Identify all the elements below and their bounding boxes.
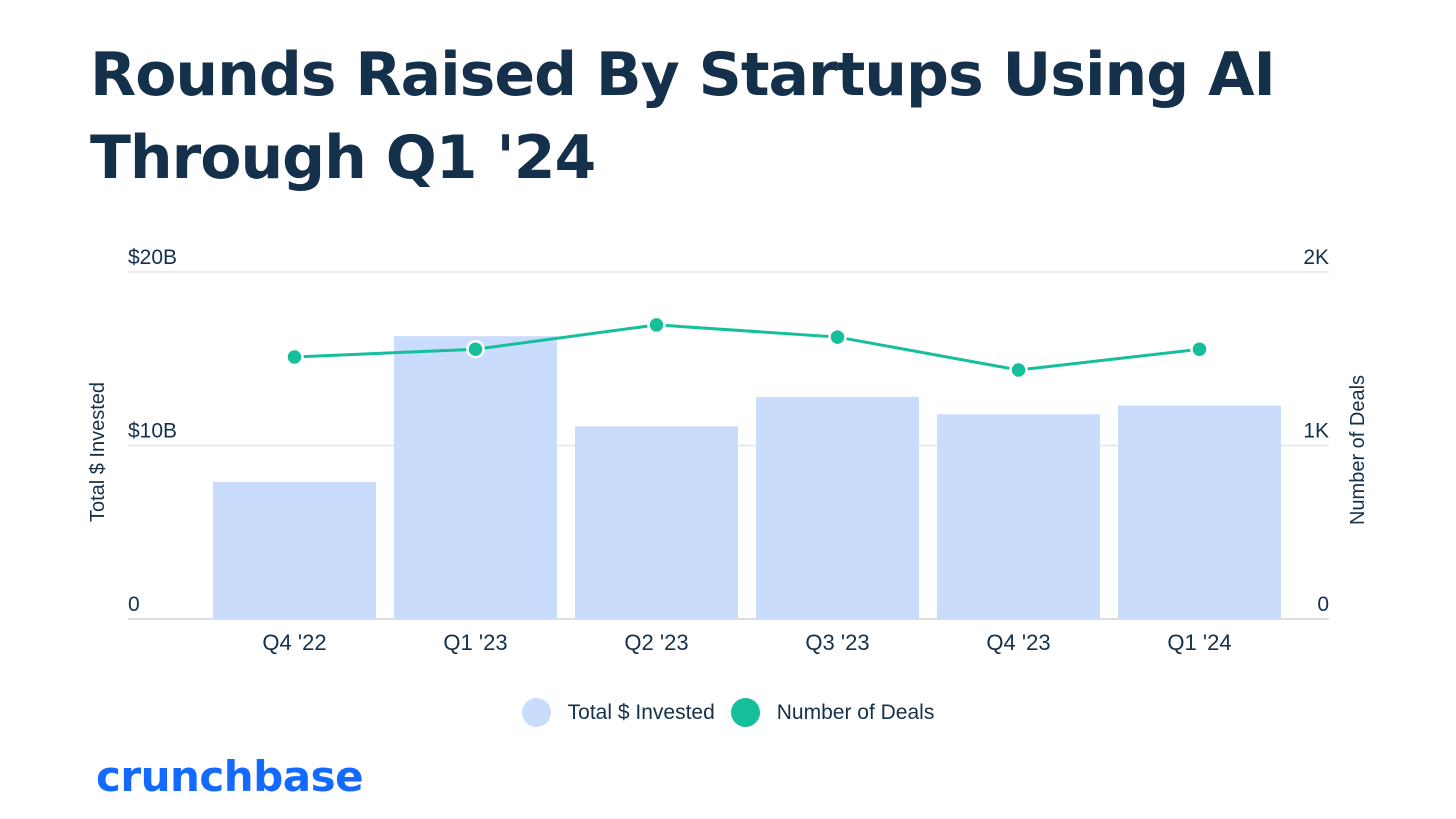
chart-title: Rounds Raised By Startups Using AI Throu… (90, 40, 1276, 193)
bar (1118, 405, 1281, 619)
legend-label-invested: Total $ Invested (567, 700, 715, 724)
x-tick-label: Q1 '23 (443, 630, 507, 655)
y-axis-left-title: Total $ Invested (87, 382, 109, 522)
bar (575, 426, 738, 619)
legend: Total $ Invested Number of Deals (0, 698, 1456, 727)
legend-line-swatch-icon (730, 698, 760, 727)
legend-item-deals[interactable]: Number of Deals (730, 698, 935, 727)
deals-point (285, 347, 304, 367)
x-tick-label: Q2 '23 (624, 630, 688, 655)
deals-line (294, 323, 1200, 372)
crunchbase-logo: crunchbase (96, 752, 364, 801)
deals-point (1190, 339, 1209, 359)
x-tick-label: Q4 '23 (986, 630, 1050, 655)
y-axis-right-title: Number of Deals (1347, 375, 1369, 525)
line-series (294, 323, 1200, 372)
bar (213, 481, 376, 619)
x-tick-label: Q4 '22 (262, 630, 326, 655)
axis-labels: Total $ Invested Number of Deals 0 0 $10B 1… (87, 246, 1369, 655)
y-left-tick-label: 0 (128, 593, 140, 616)
legend-item-invested[interactable]: Total $ Invested (521, 698, 715, 727)
y-right-tick-label: 0 (1317, 593, 1329, 616)
line-points (285, 315, 1209, 380)
x-tick-label: Q3 '23 (805, 630, 869, 655)
bar (756, 396, 919, 619)
bar (394, 336, 557, 619)
y-right-tick-label: 1K (1303, 420, 1329, 443)
deals-point (466, 339, 485, 359)
y-left-tick-label: $10B (128, 420, 177, 443)
deals-point (1009, 360, 1028, 380)
chart: Total $ Invested Number of Deals 0 0 $10B 1… (87, 246, 1369, 655)
y-right-tick-label: 2K (1303, 246, 1329, 269)
deals-point (647, 315, 666, 335)
deals-point (828, 327, 847, 347)
x-tick-label: Q1 '24 (1167, 630, 1231, 655)
bar-series (213, 336, 1281, 619)
legend-label-deals: Number of Deals (776, 700, 935, 724)
bar (937, 414, 1100, 619)
legend-bar-swatch-icon (521, 698, 551, 727)
y-left-tick-label: $20B (128, 246, 177, 269)
